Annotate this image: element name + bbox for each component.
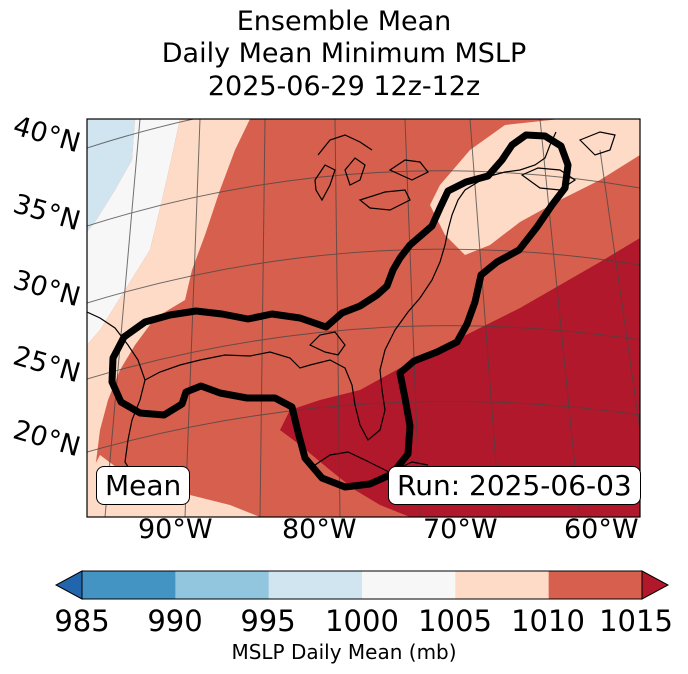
map-frame (86, 118, 641, 518)
map-panel (86, 118, 641, 518)
graticule (87, 119, 640, 517)
mslp-field-1005-west (87, 119, 250, 480)
colorbar-extend-high (641, 570, 670, 600)
colorbar-tick-1015: 1015 (599, 604, 673, 638)
lon-label-80w: 80°W (282, 514, 357, 545)
lon-label-60w: 60°W (564, 514, 639, 545)
colorbar-label: MSLP Daily Mean (mb) (231, 640, 457, 664)
colorbar-segment (362, 571, 456, 599)
mslp-field-1005-northeast (430, 119, 640, 255)
mslp-field-1000 (87, 119, 135, 232)
colorbar-tick-990: 990 (147, 604, 203, 638)
colorbar-segment (268, 571, 363, 599)
colorbar-segment (548, 571, 643, 599)
mslp-field-1005-white (87, 119, 180, 345)
colorbar-segment (455, 571, 550, 599)
ensemble-contour (108, 131, 572, 491)
run-date-box: Run: 2025-06-03 (388, 466, 641, 505)
colorbar-tick-985: 985 (54, 604, 110, 638)
colorbar-tick-995: 995 (240, 604, 296, 638)
title-line-3: 2025-06-29 12z-12z (207, 71, 481, 102)
mean-label-box: Mean (96, 466, 191, 505)
colorbar-extend-low (54, 570, 83, 600)
colorbar-segment (82, 571, 176, 599)
lon-label-70w: 70°W (423, 514, 498, 545)
title-line-2: Daily Mean Minimum MSLP (161, 38, 527, 69)
colorbar-tick-1000: 1000 (325, 604, 399, 638)
title-line-1: Ensemble Mean (236, 6, 452, 37)
mslp-field-1015 (280, 238, 640, 517)
colorbar-tick-1010: 1010 (511, 604, 585, 638)
colorbar-segment (175, 571, 270, 599)
colorbar-tick-1005: 1005 (418, 604, 492, 638)
lon-label-90w: 90°W (138, 514, 213, 545)
colorbar-frame (81, 570, 643, 600)
